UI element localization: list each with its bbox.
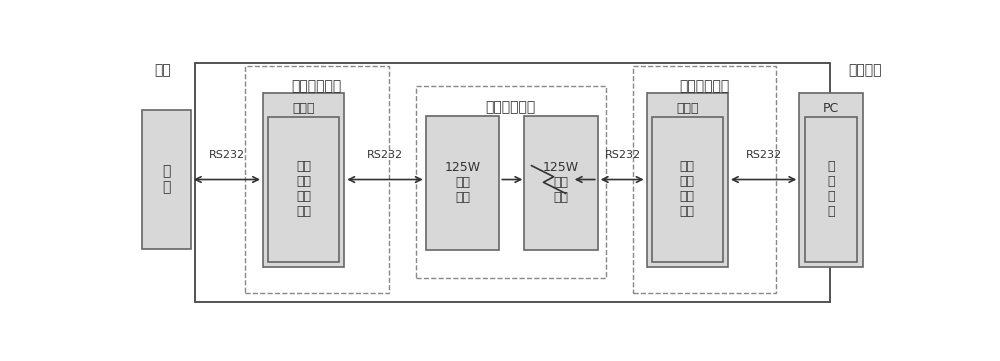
Text: 数据
查询
处理
软件: 数据 查询 处理 软件 — [680, 160, 695, 218]
Bar — [647, 93, 728, 267]
Bar — [245, 66, 388, 293]
Bar — [799, 93, 863, 267]
Text: RS232: RS232 — [209, 149, 245, 160]
Text: 125W
收发
信机: 125W 收发 信机 — [543, 161, 579, 204]
Text: 工控机: 工控机 — [676, 102, 699, 115]
Text: 航
标: 航 标 — [162, 164, 171, 195]
Text: 数据
采集
处理
软件: 数据 采集 处理 软件 — [296, 160, 311, 218]
Text: 数据传输系统: 数据传输系统 — [485, 100, 536, 114]
Text: PC: PC — [823, 102, 839, 115]
Text: 监控中心: 监控中心 — [848, 63, 882, 77]
Text: RS232: RS232 — [367, 149, 403, 160]
Bar — [633, 66, 776, 293]
Text: RS232: RS232 — [746, 149, 782, 160]
Text: 数据查询终端: 数据查询终端 — [679, 79, 729, 93]
Bar — [652, 117, 723, 261]
Bar — [426, 116, 499, 251]
Text: 工控机: 工控机 — [292, 102, 315, 115]
Text: RS232: RS232 — [604, 149, 641, 160]
Text: 监
控
终
端: 监 控 终 端 — [827, 160, 835, 218]
Text: 125W
收发
信机: 125W 收发 信机 — [444, 161, 481, 204]
Bar — [524, 116, 598, 251]
Bar — [805, 117, 857, 261]
Text: 数据采集终端: 数据采集终端 — [292, 79, 342, 93]
Bar — [195, 63, 830, 302]
Bar — [416, 86, 606, 278]
Bar — [268, 117, 339, 261]
Bar — [263, 93, 344, 267]
Text: 信源: 信源 — [154, 63, 171, 77]
Bar — [142, 110, 191, 249]
